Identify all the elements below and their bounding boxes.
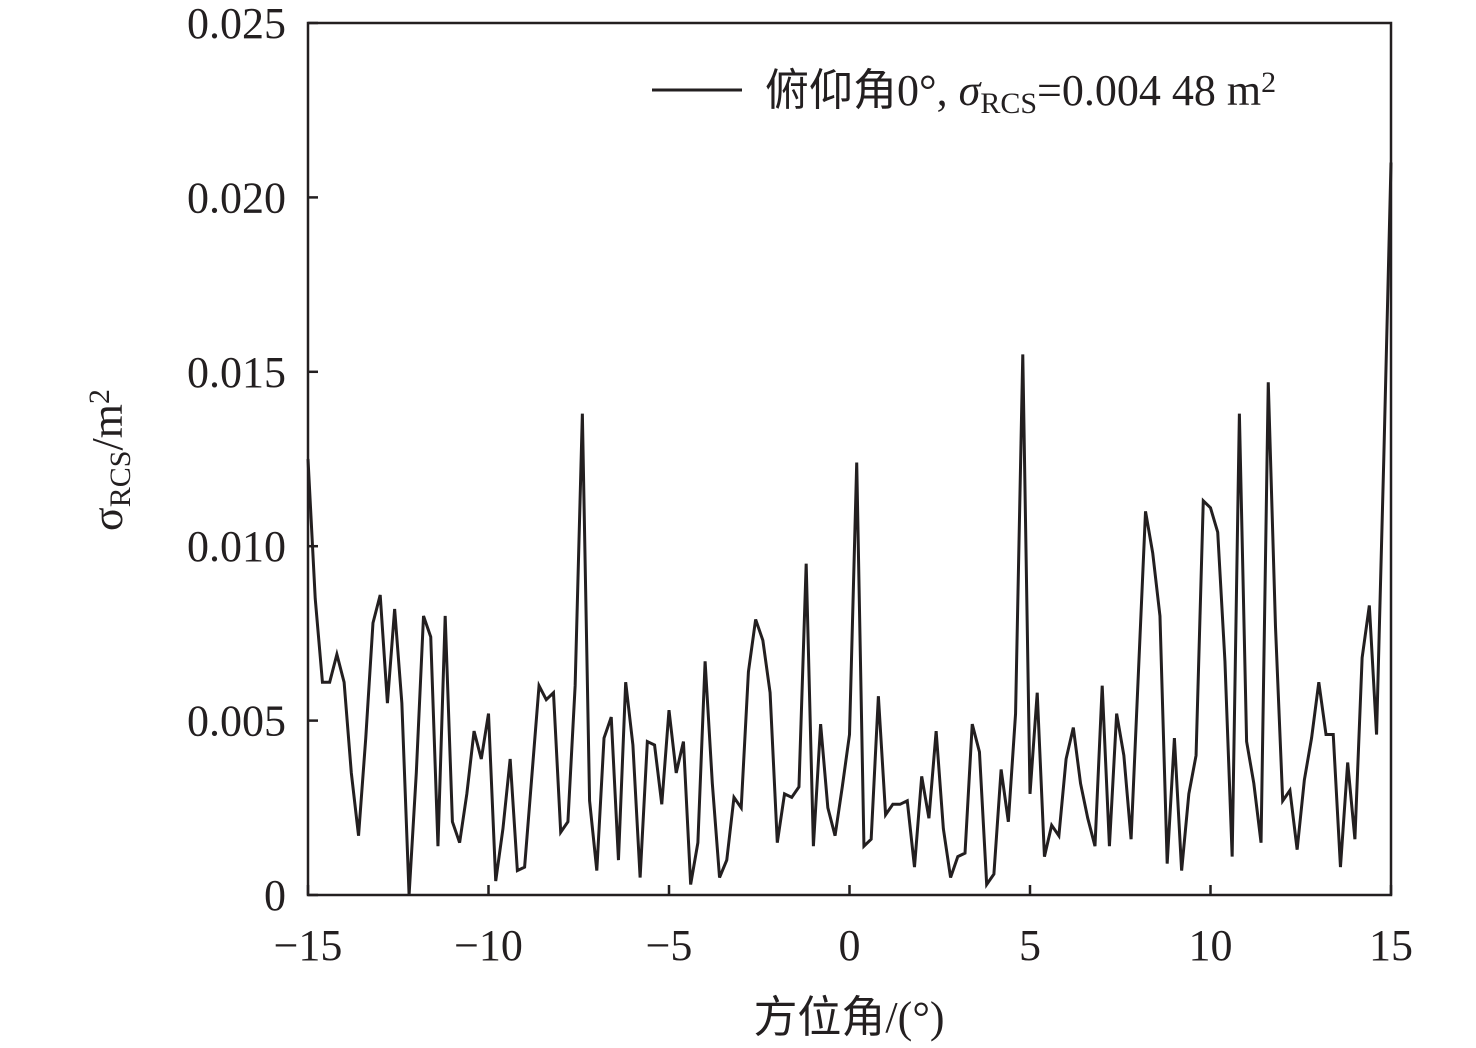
x-tick-label: 10: [1189, 921, 1233, 970]
y-tick-label: 0.025: [187, 0, 286, 48]
x-tick-label: 0: [839, 921, 861, 970]
y-tick-label: 0.020: [187, 173, 286, 222]
x-axis-label: 方位角/(°): [753, 993, 944, 1042]
text-run: 2: [83, 389, 116, 404]
x-tick-label: −10: [454, 921, 523, 970]
text-run: =0.004 48 m: [1037, 66, 1261, 115]
text-run: σ: [959, 66, 983, 115]
text-run: /m: [83, 404, 132, 450]
x-tick-label: −15: [274, 921, 343, 970]
y-tick-label: 0.015: [187, 348, 286, 397]
y-tick-label: 0: [264, 871, 286, 920]
x-tick-label: 15: [1369, 921, 1413, 970]
text-run: RCS: [104, 451, 137, 508]
text-run: σ: [83, 507, 132, 531]
y-axis-label: σRCS/m2: [83, 389, 138, 531]
x-tick-label: −5: [646, 921, 693, 970]
y-tick-label: 0.010: [187, 522, 286, 571]
text-run: RCS: [980, 87, 1037, 120]
y-tick-label: 0.005: [187, 697, 286, 746]
text-run: 俯仰角0°,: [765, 66, 959, 115]
text-run: 2: [1261, 66, 1276, 99]
x-tick-label: 5: [1019, 921, 1041, 970]
legend-label: 俯仰角0°, σRCS=0.004 48 m2: [765, 66, 1276, 121]
data-line: [306, 162, 1393, 896]
